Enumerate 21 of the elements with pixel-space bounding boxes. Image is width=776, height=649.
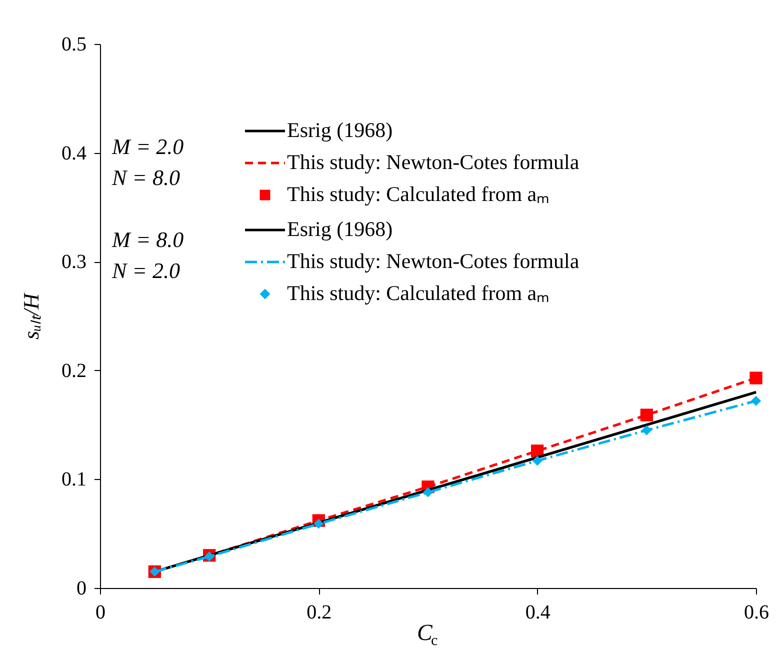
x-tick-label: 0 — [96, 602, 106, 624]
x-tick-label: 0.6 — [744, 602, 769, 624]
y-tick-label: 0.5 — [62, 34, 86, 56]
annotation: N = 2.0 — [111, 258, 180, 283]
annotation: N = 8.0 — [111, 165, 180, 190]
legend-label: Esrig (1968) — [287, 217, 393, 241]
y-tick-label: 0.1 — [62, 468, 86, 491]
y-tick-label: 0.3 — [62, 251, 86, 274]
legend-label: This study: Newton-Cotes formula — [287, 249, 580, 273]
x-tick-label: 0.2 — [306, 602, 332, 624]
legend-label: Esrig (1968) — [287, 118, 393, 142]
annotation: M = 8.0 — [111, 227, 184, 252]
y-tick-label: 0.2 — [62, 360, 86, 382]
annotation: M = 2.0 — [111, 134, 184, 159]
legend-label: This study: Calculated from aₘ — [287, 281, 550, 305]
y-tick-label: 0.4 — [62, 142, 86, 164]
legend-label: This study: Newton-Cotes formula — [287, 150, 580, 174]
y-axis-title: sᵤₗₜ/H — [18, 292, 44, 340]
y-tick-label: 0 — [76, 578, 86, 600]
legend-label: This study: Calculated from aₘ — [287, 182, 550, 206]
x-tick-label: 0.4 — [525, 602, 550, 624]
